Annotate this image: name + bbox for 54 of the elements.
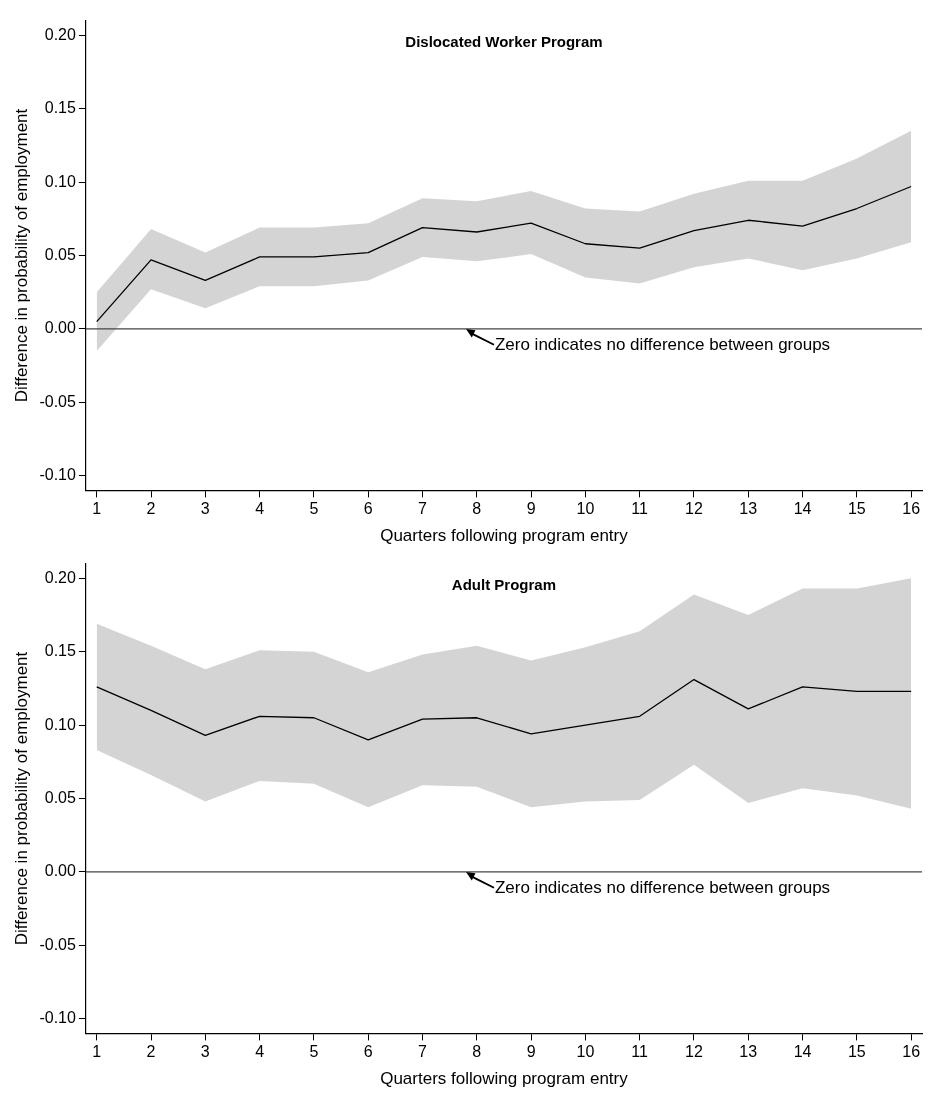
y-tick-label: 0.15: [44, 642, 76, 660]
x-tick-label: 6: [363, 1043, 373, 1061]
annotation: Zero indicates no difference between groups: [494, 334, 831, 354]
x-tick-label: 5: [309, 1043, 319, 1061]
y-tick-label: -0.05: [39, 935, 76, 953]
y-axis-title: Difference in probability of employment: [11, 651, 31, 946]
x-tick-label: 1: [92, 500, 102, 518]
x-tick-label: 10: [576, 1043, 595, 1061]
y-tick-label: -0.10: [39, 466, 76, 484]
y-tick-label: 0.20: [44, 25, 76, 43]
x-tick-label: 9: [526, 1043, 536, 1061]
y-tick-label: 0.20: [44, 568, 76, 586]
x-tick-label: 3: [200, 500, 210, 518]
x-tick-label: 4: [255, 500, 265, 518]
x-tick-label: 13: [739, 1043, 758, 1061]
x-tick-label: 11: [631, 500, 649, 518]
x-tick-label: 15: [847, 500, 866, 518]
y-tick-label: 0.15: [44, 99, 76, 117]
text: Dislocated Worker Program: [405, 32, 603, 50]
x-tick-label: 16: [902, 1043, 921, 1061]
y-tick-label: 0.10: [44, 172, 76, 190]
x-tick-label: 12: [685, 1043, 703, 1061]
x-tick-label: 12: [685, 500, 703, 518]
x-tick-label: 2: [146, 1043, 156, 1061]
x-axis-title: Quarters following program entry: [380, 1069, 629, 1089]
y-axis-title: Difference in probability of employment: [11, 108, 31, 403]
y-tick-label: 0.05: [44, 245, 76, 263]
y-tick-label: 0.00: [44, 862, 76, 880]
x-axis-title: Quarters following program entry: [380, 526, 629, 546]
y-tick-label: -0.05: [39, 392, 76, 410]
x-tick-label: 5: [309, 500, 319, 518]
text: Adult Program: [451, 575, 557, 593]
x-tick-label: 16: [902, 500, 921, 518]
x-tick-label: 6: [363, 500, 373, 518]
annotation: Zero indicates no difference between groups: [494, 877, 831, 897]
x-tick-label: 1: [92, 1043, 102, 1061]
x-tick-label: 10: [576, 500, 595, 518]
x-tick-label: 3: [200, 1043, 210, 1061]
x-tick-label: 7: [418, 1043, 428, 1061]
x-tick-label: 15: [847, 1043, 866, 1061]
x-tick-label: 7: [418, 500, 428, 518]
x-tick-label: 11: [631, 1043, 649, 1061]
y-tick-label: 0.00: [44, 319, 76, 337]
y-tick-label: -0.10: [39, 1009, 76, 1027]
x-tick-label: 4: [255, 1043, 265, 1061]
x-tick-label: 8: [472, 500, 482, 518]
y-tick-label: 0.10: [44, 715, 76, 733]
y-tick-label: 0.05: [44, 788, 76, 806]
x-tick-label: 14: [793, 1043, 812, 1061]
x-tick-label: 8: [472, 1043, 482, 1061]
x-tick-label: 13: [739, 500, 758, 518]
x-tick-label: 2: [146, 500, 156, 518]
x-tick-label: 14: [793, 500, 812, 518]
x-tick-label: 9: [526, 500, 536, 518]
